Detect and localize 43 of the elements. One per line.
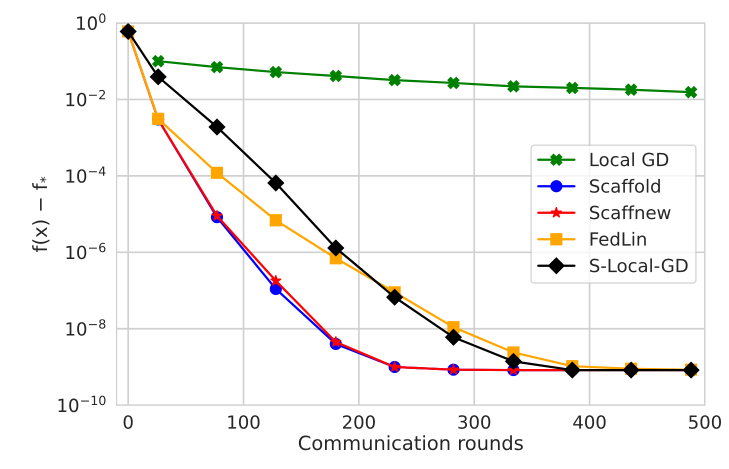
x-tick-label: 100 <box>228 415 260 429</box>
legend-label: S-Local-GD <box>590 258 688 272</box>
point <box>445 328 462 346</box>
point <box>685 86 698 98</box>
point <box>270 274 282 286</box>
x-tick-label: 500 <box>689 415 721 429</box>
point <box>211 210 223 221</box>
x-tick-label: 300 <box>458 415 490 429</box>
x-tick-label: 200 <box>342 415 375 429</box>
point <box>152 55 164 68</box>
point <box>330 70 342 82</box>
point <box>622 362 640 378</box>
point <box>267 174 284 192</box>
point <box>388 74 401 86</box>
x-axis-title: Communication rounds <box>298 435 523 450</box>
point <box>327 240 344 256</box>
point <box>150 68 167 86</box>
legend-label: Local GD <box>590 152 668 166</box>
point <box>210 61 224 74</box>
point <box>208 118 226 136</box>
legend-label: Scaffnew <box>590 205 671 220</box>
legend-label: FedLin <box>590 232 646 246</box>
x-tick-label: 0 <box>124 415 133 429</box>
point <box>566 82 578 94</box>
point <box>270 214 282 226</box>
point <box>625 84 638 96</box>
point <box>505 353 522 370</box>
legend-label: Scaffold <box>590 178 660 193</box>
y-tick-label: 10$^{−8}$ <box>66 319 106 336</box>
y-tick-label: 10$^{0}$ <box>77 13 106 30</box>
x-tick-label: 400 <box>573 415 606 429</box>
point <box>564 362 581 378</box>
point <box>210 166 224 179</box>
y-tick-label: 10$^{−6}$ <box>66 242 106 260</box>
point <box>330 336 342 348</box>
y-tick-label: 10$^{−10}$ <box>58 396 106 412</box>
point <box>386 288 404 306</box>
point <box>270 66 282 78</box>
y-axis-title: f(x) − f$_{*}$ <box>32 176 50 252</box>
point <box>507 80 520 92</box>
y-tick-label: 10$^{−4}$ <box>66 166 106 183</box>
y-tick-label: 10$^{−2}$ <box>66 90 105 106</box>
point <box>447 76 460 90</box>
